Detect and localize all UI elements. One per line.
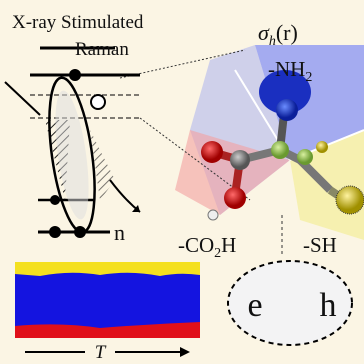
nh2-sub: 2: [305, 70, 312, 85]
title-line2: Raman: [75, 39, 129, 60]
sigma-sub: h: [269, 34, 276, 49]
time-label: T: [95, 342, 107, 363]
co2h-label: -CO2H: [178, 233, 236, 261]
co2h-base: -CO: [178, 233, 214, 257]
level-n: n: [114, 220, 125, 245]
co2h-sub: 2: [214, 246, 221, 261]
co2h-rest: H: [221, 233, 236, 257]
sigma-rest: (r): [276, 20, 298, 45]
electron-label: e: [247, 287, 262, 324]
title-line1: X-ray Stimulated: [12, 12, 144, 33]
hole-label: h: [320, 287, 337, 324]
nh2-base: -NH: [268, 57, 305, 81]
sigma-label: σh(r): [258, 20, 298, 49]
sh-label: -SH: [303, 233, 337, 257]
figure: X-ray Stimulated Raman σh(r) -NH2 n -CO2…: [0, 0, 364, 364]
time-map: [15, 262, 200, 338]
